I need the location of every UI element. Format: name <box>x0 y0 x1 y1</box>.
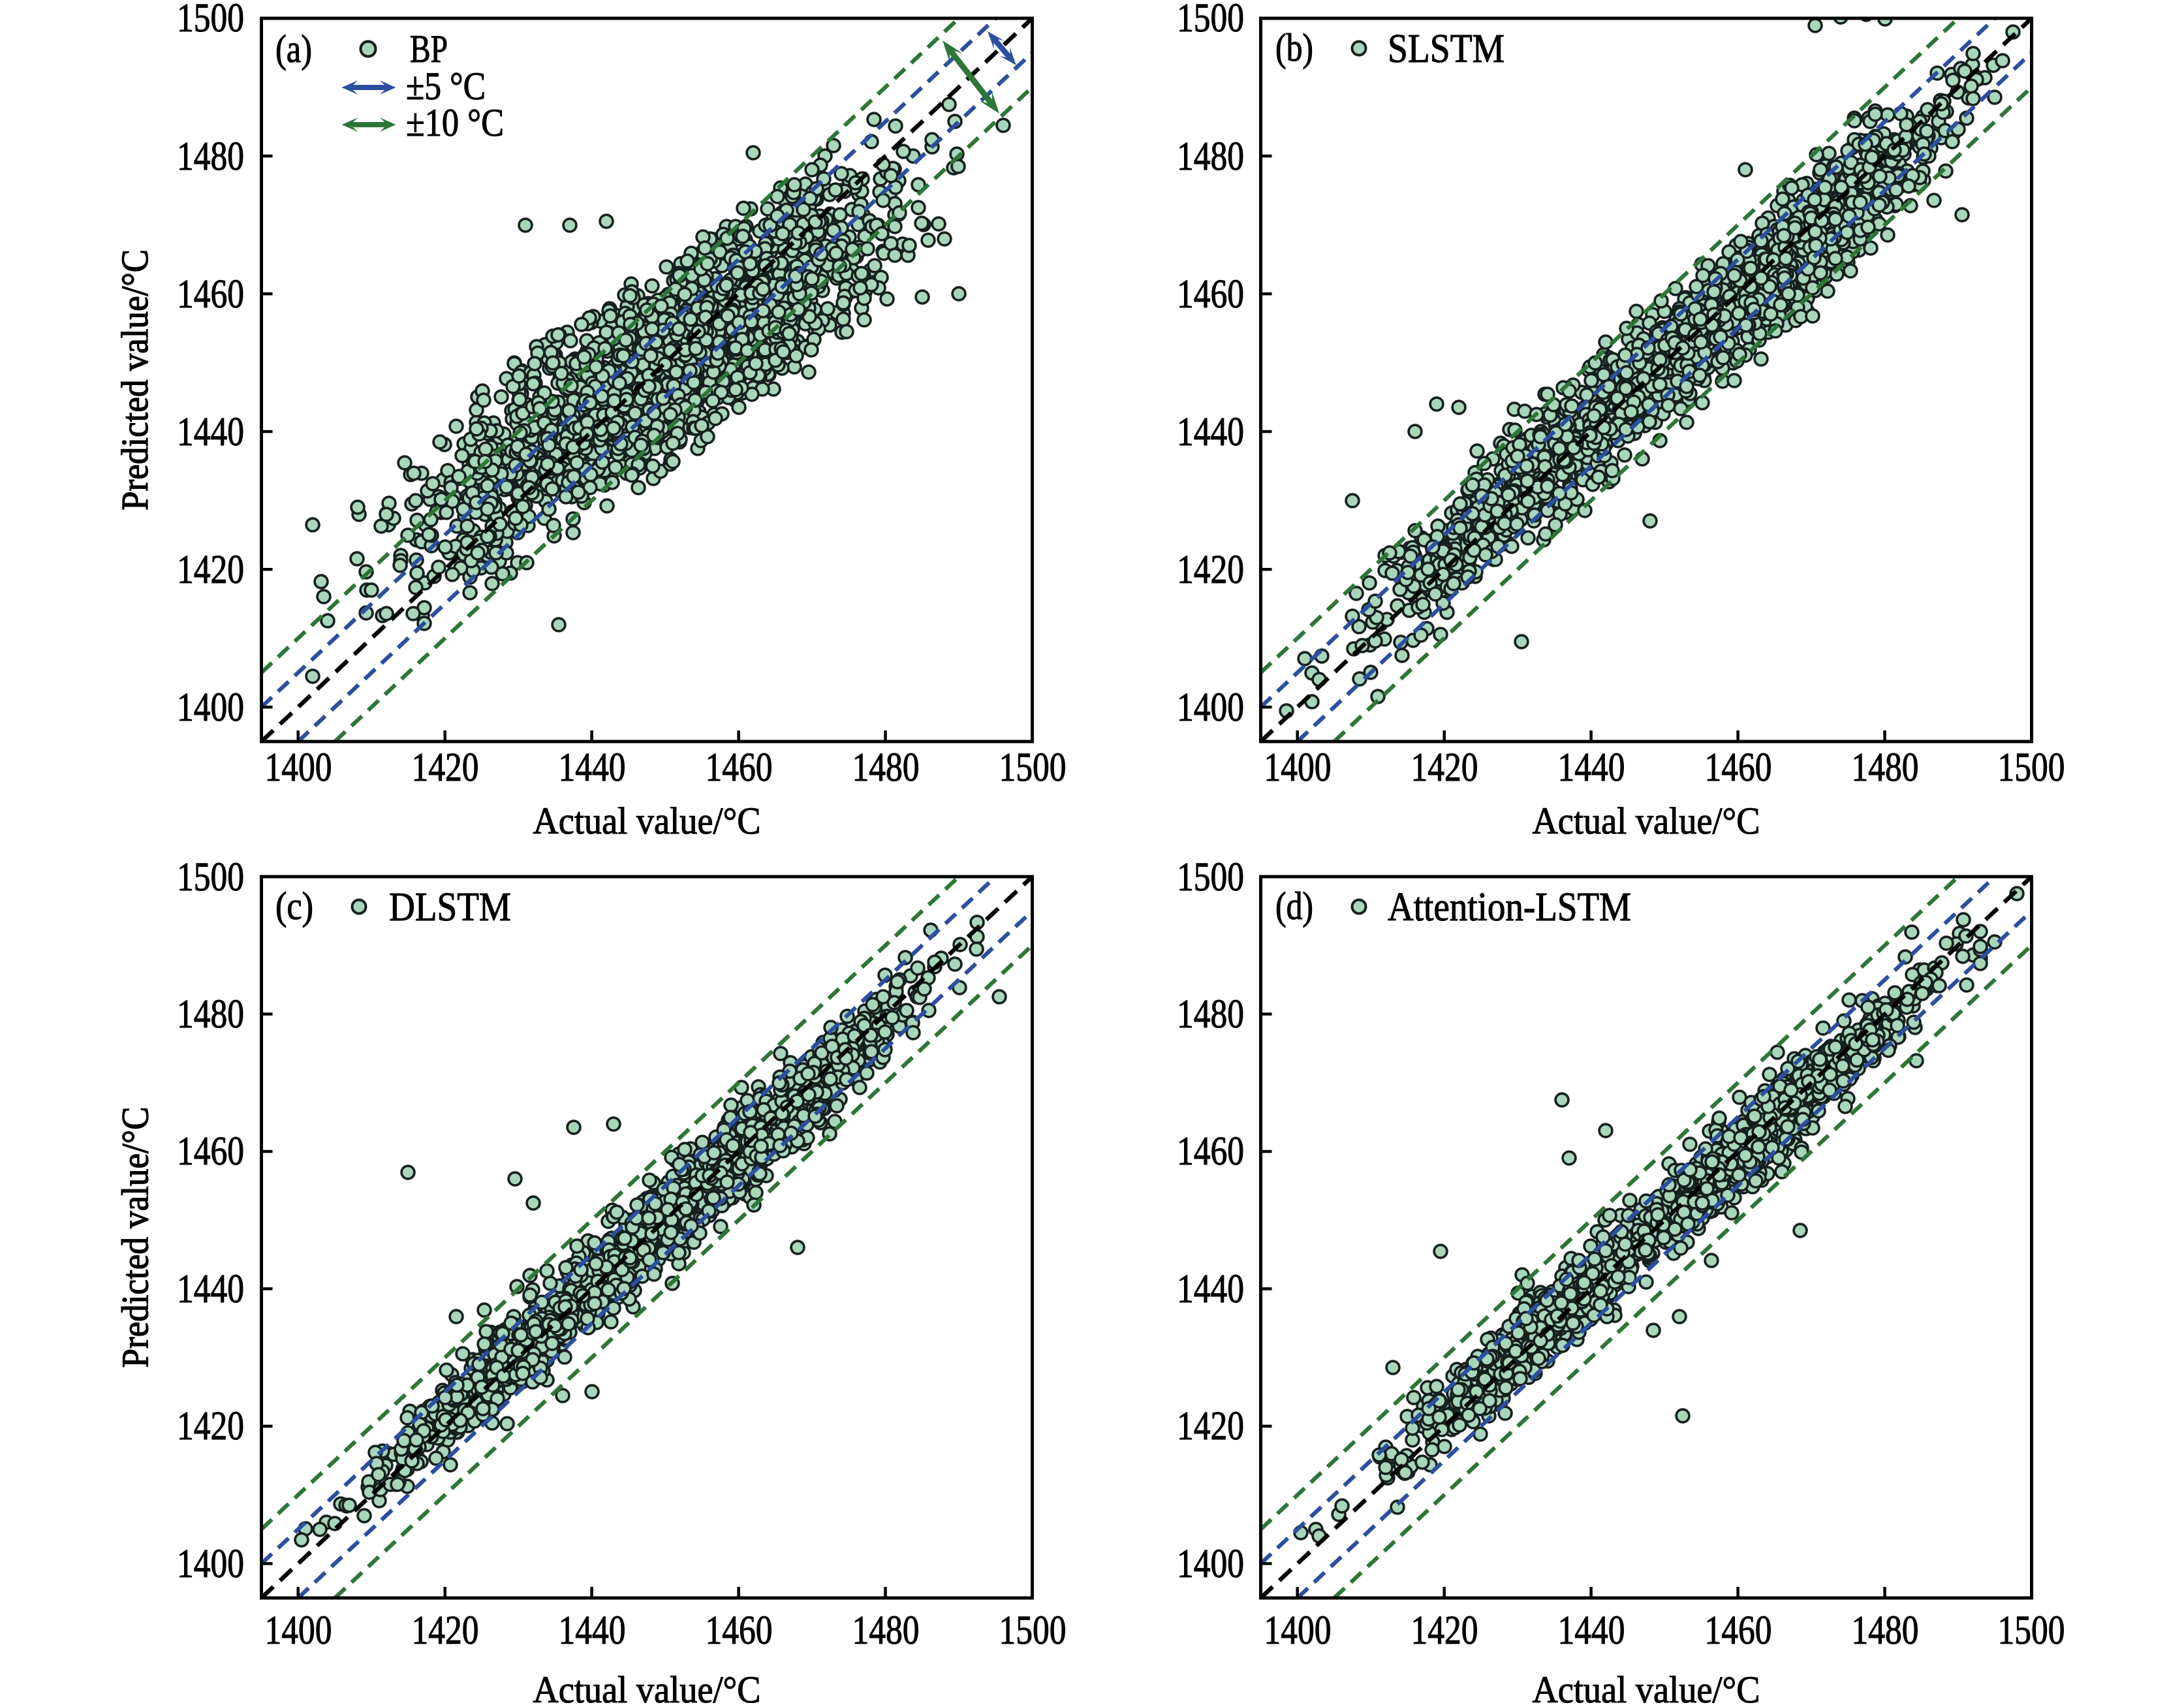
svg-text:(c): (c) <box>275 884 313 928</box>
svg-text:1460: 1460 <box>706 745 773 790</box>
svg-text:1480: 1480 <box>1177 992 1244 1037</box>
svg-text:Actual value/°C: Actual value/°C <box>1533 800 1760 842</box>
svg-text:1440: 1440 <box>559 1608 626 1653</box>
svg-text:1500: 1500 <box>1998 745 2065 790</box>
svg-text:1420: 1420 <box>1177 1404 1244 1448</box>
svg-text:±5 °C: ±5 °C <box>406 65 486 108</box>
svg-text:1480: 1480 <box>1852 745 1919 790</box>
svg-text:1460: 1460 <box>177 1129 244 1174</box>
svg-text:1400: 1400 <box>265 745 332 790</box>
svg-text:Attention-LSTM: Attention-LSTM <box>1388 885 1631 930</box>
svg-text:1440: 1440 <box>177 1267 244 1311</box>
svg-text:1480: 1480 <box>852 1608 920 1653</box>
svg-text:1420: 1420 <box>1411 1608 1478 1653</box>
svg-text:1400: 1400 <box>177 685 244 730</box>
svg-text:(a): (a) <box>275 27 312 70</box>
svg-text:SLSTM: SLSTM <box>1388 27 1505 71</box>
svg-text:Predicted value/°C: Predicted value/°C <box>114 249 156 510</box>
svg-text:1420: 1420 <box>1411 745 1478 790</box>
svg-text:1420: 1420 <box>412 745 479 790</box>
svg-text:1500: 1500 <box>1177 855 1244 899</box>
svg-text:1500: 1500 <box>1177 0 1244 40</box>
svg-text:(b): (b) <box>1275 26 1313 69</box>
svg-text:1440: 1440 <box>1177 1267 1244 1311</box>
svg-text:1440: 1440 <box>177 410 244 454</box>
svg-text:1500: 1500 <box>999 745 1067 790</box>
svg-text:Actual value/°C: Actual value/°C <box>1533 1668 1760 1705</box>
svg-text:1460: 1460 <box>1705 1608 1772 1653</box>
svg-text:1500: 1500 <box>177 0 244 40</box>
svg-text:1480: 1480 <box>177 134 244 179</box>
svg-text:±10 °C: ±10 °C <box>406 101 504 144</box>
svg-text:BP: BP <box>410 27 448 70</box>
svg-text:Predicted value/°C: Predicted value/°C <box>114 249 156 510</box>
svg-text:1460: 1460 <box>706 1608 773 1653</box>
svg-text:1480: 1480 <box>177 992 244 1037</box>
svg-text:Actual value/°C: Actual value/°C <box>533 800 761 842</box>
svg-text:1500: 1500 <box>177 855 244 899</box>
svg-text:(d): (d) <box>1275 884 1313 928</box>
svg-text:1460: 1460 <box>1177 1129 1244 1174</box>
svg-text:1480: 1480 <box>1852 1608 1919 1653</box>
svg-text:Predicted value/°C: Predicted value/°C <box>114 1107 157 1368</box>
svg-text:1420: 1420 <box>412 1608 479 1653</box>
svg-text:1400: 1400 <box>1177 685 1244 730</box>
svg-text:1440: 1440 <box>559 745 626 790</box>
svg-text:1460: 1460 <box>177 272 244 317</box>
svg-text:Predicted value/°C: Predicted value/°C <box>114 1107 157 1368</box>
svg-text:1480: 1480 <box>1177 134 1244 179</box>
svg-text:1420: 1420 <box>177 548 244 592</box>
svg-text:1400: 1400 <box>1177 1542 1244 1586</box>
svg-text:DLSTM: DLSTM <box>389 885 511 930</box>
svg-text:1440: 1440 <box>1177 410 1244 454</box>
svg-text:1500: 1500 <box>999 1608 1067 1653</box>
svg-text:1420: 1420 <box>177 1404 244 1448</box>
svg-text:1480: 1480 <box>852 745 920 790</box>
svg-text:1460: 1460 <box>1705 745 1772 790</box>
svg-text:1420: 1420 <box>1177 548 1244 592</box>
svg-text:1440: 1440 <box>1558 1608 1625 1653</box>
svg-text:1400: 1400 <box>1264 1608 1332 1653</box>
svg-text:1400: 1400 <box>177 1542 244 1586</box>
svg-text:1400: 1400 <box>1264 745 1332 790</box>
svg-text:1500: 1500 <box>1998 1608 2065 1653</box>
svg-text:1460: 1460 <box>1177 272 1244 317</box>
svg-text:1440: 1440 <box>1558 745 1625 790</box>
svg-text:Actual value/°C: Actual value/°C <box>533 1668 761 1705</box>
svg-text:1400: 1400 <box>265 1608 332 1653</box>
